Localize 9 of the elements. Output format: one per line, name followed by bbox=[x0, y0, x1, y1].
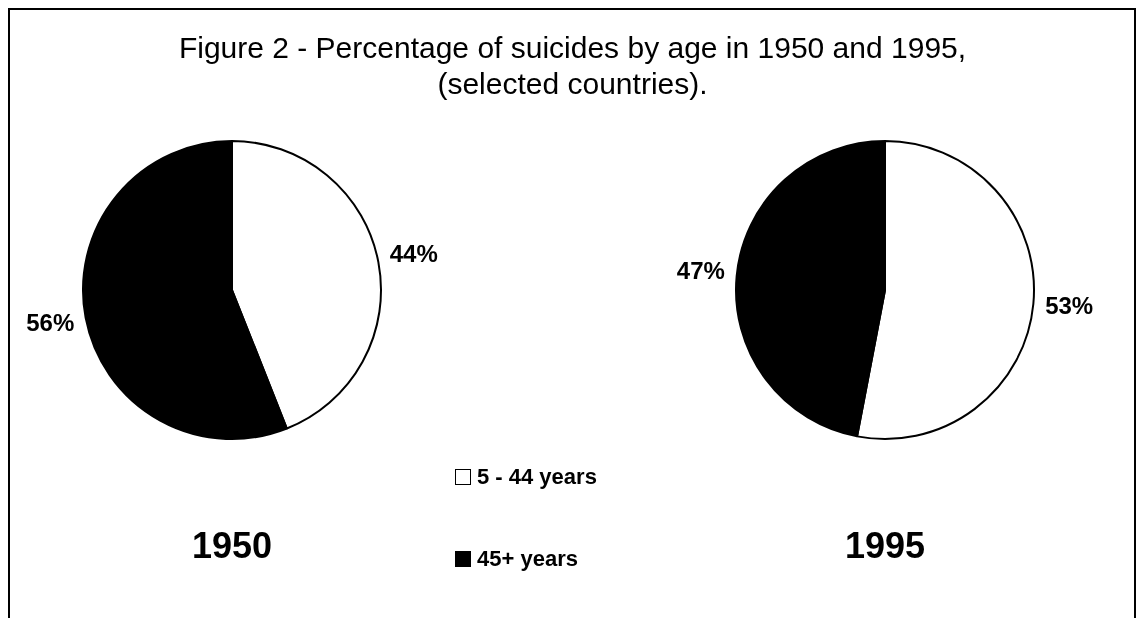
legend-label: 5 - 44 years bbox=[477, 464, 597, 490]
data-label: 56% bbox=[26, 309, 75, 337]
data-label: 47% bbox=[676, 257, 725, 285]
data-label: 53% bbox=[1045, 292, 1094, 320]
data-label: 44% bbox=[389, 239, 438, 267]
text: 1950 bbox=[190, 525, 274, 567]
chart-title: Figure 2 - Percentage of suicides by age in 1950 and 1995, (selected countries). bbox=[177, 30, 968, 102]
legend-label: 45+ years bbox=[477, 546, 578, 572]
text: 1995 bbox=[843, 525, 927, 567]
